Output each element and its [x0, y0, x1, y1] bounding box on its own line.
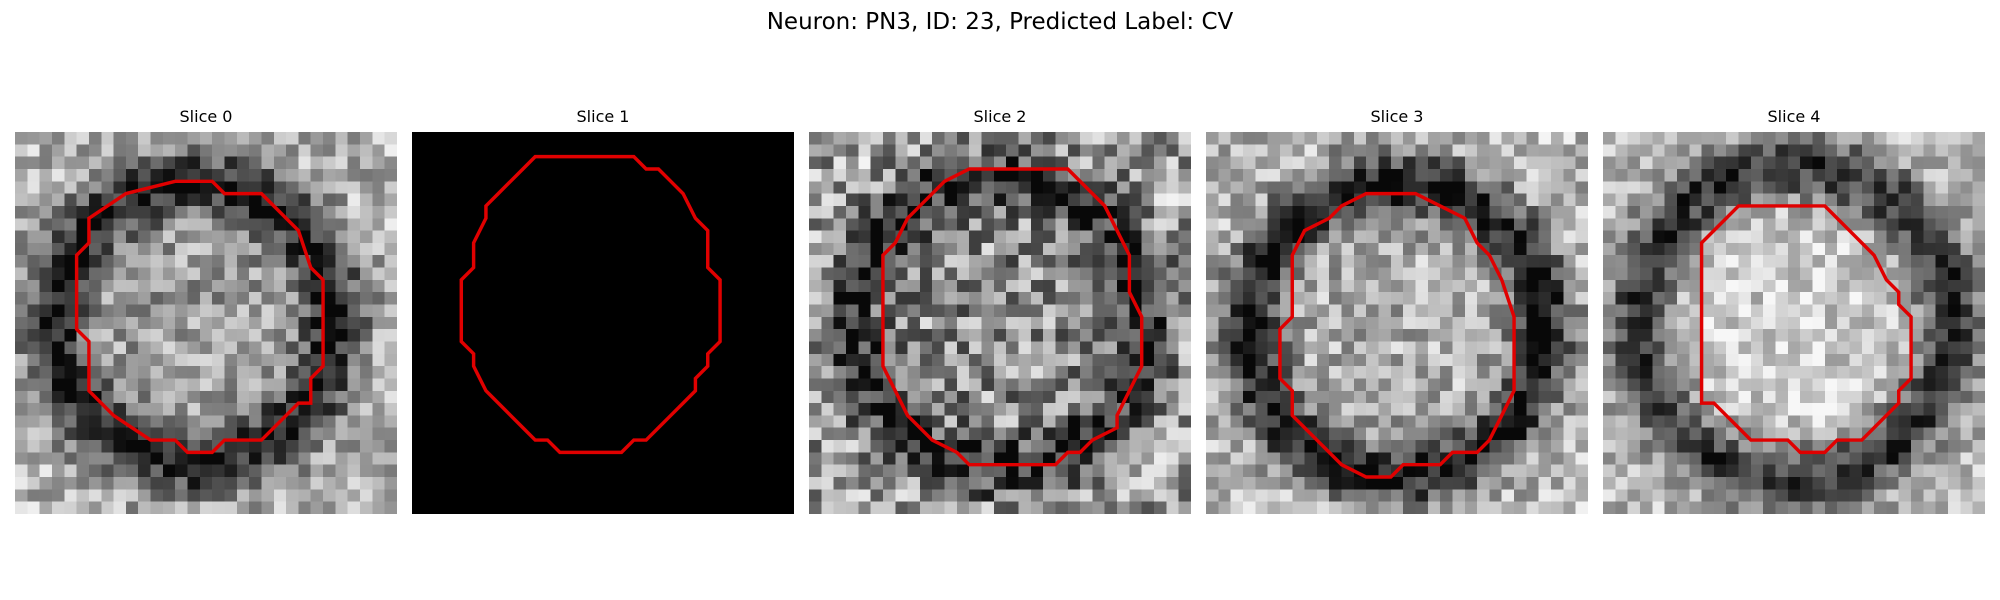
slice-title-3: Slice 3 [1370, 107, 1424, 126]
slice-title-1: Slice 1 [576, 107, 630, 126]
slice-image-2 [809, 132, 1191, 514]
segmentation-contour [459, 154, 722, 455]
figure-title: Neuron: PN3, ID: 23, Predicted Label: CV [766, 9, 1234, 35]
slice-title-0: Slice 0 [179, 107, 233, 126]
segmentation-contour [1278, 191, 1516, 479]
segmentation-contour [881, 167, 1144, 467]
slice-panel-4: Slice 4 [1603, 106, 1985, 514]
slice-panel-0: Slice 0 [15, 106, 397, 514]
slice-image-4 [1603, 132, 1985, 514]
slice-panel-1: Slice 1 [412, 106, 794, 514]
slice-title-4: Slice 4 [1767, 107, 1821, 126]
segmentation-contour [1699, 204, 1913, 455]
slice-image-0 [15, 132, 397, 514]
slice-image-1 [412, 132, 794, 514]
segmentation-contour [74, 179, 325, 455]
slice-panel-2: Slice 2 [809, 106, 1191, 514]
slice-panel-3: Slice 3 [1206, 106, 1588, 514]
slice-title-2: Slice 2 [973, 107, 1027, 126]
slice-image-3 [1206, 132, 1588, 514]
